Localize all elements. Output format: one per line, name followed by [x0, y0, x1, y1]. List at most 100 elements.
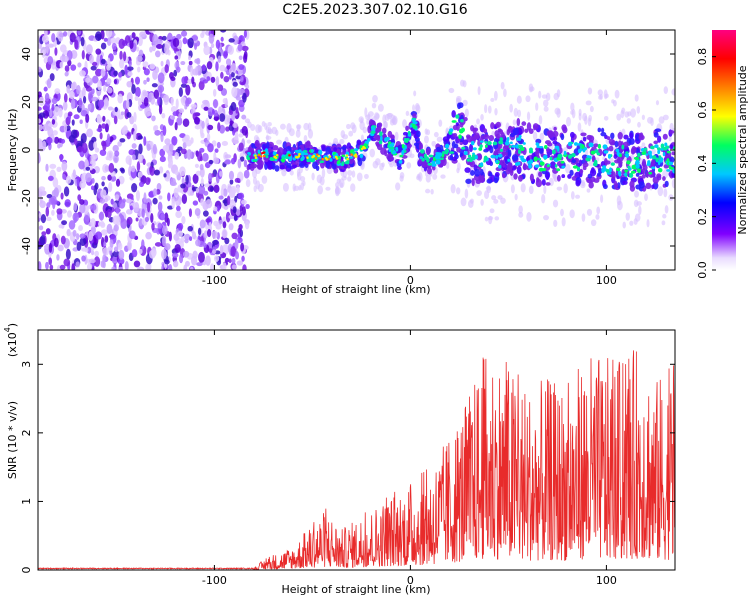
noise-blob — [147, 201, 151, 213]
noise-blob — [124, 64, 128, 76]
core-blob — [294, 149, 300, 153]
band-blob — [389, 134, 395, 139]
noise-blob — [137, 35, 143, 47]
noise-blob — [85, 166, 91, 171]
halo-blob — [360, 134, 364, 142]
band-blob — [589, 168, 597, 177]
noise-blob — [89, 165, 93, 171]
noise-blob — [234, 177, 241, 183]
band-blob — [635, 133, 640, 142]
core-blob — [647, 150, 653, 156]
noise-blob — [187, 225, 194, 232]
noise-blob — [155, 43, 163, 50]
core-blob — [538, 145, 544, 149]
core-blob — [644, 147, 648, 151]
band-blob — [389, 156, 395, 162]
noise-blob — [139, 31, 146, 38]
halo-blob — [630, 108, 637, 118]
noise-blob — [151, 222, 155, 231]
noise-blob — [67, 111, 73, 117]
halo-blob — [563, 147, 568, 153]
noise-blob — [138, 181, 144, 188]
core-blob — [487, 140, 492, 146]
band-blob — [274, 165, 280, 172]
noise-blob — [57, 143, 61, 149]
halo-blob — [438, 119, 443, 127]
noise-blob — [230, 157, 236, 165]
noise-blob — [175, 200, 180, 207]
halo-blob — [275, 129, 279, 136]
noise-blob — [99, 198, 106, 204]
halo-blob — [257, 125, 263, 133]
band-blob — [474, 168, 481, 177]
noise-blob — [228, 38, 235, 43]
noise-blob — [185, 84, 191, 96]
noise-blob — [60, 138, 66, 144]
halo-blob — [364, 107, 368, 118]
halo-blob — [516, 95, 522, 104]
core-blob — [517, 144, 524, 148]
noise-blob — [117, 242, 123, 251]
core-blob — [626, 160, 631, 165]
noise-blob — [196, 262, 203, 267]
band-blob — [639, 132, 644, 140]
noise-blob — [152, 197, 158, 205]
halo-blob — [369, 148, 376, 158]
noise-blob — [141, 239, 145, 251]
noise-blob — [72, 229, 77, 237]
noise-blob — [200, 198, 204, 206]
noise-blob — [94, 182, 99, 190]
core-blob — [497, 153, 503, 158]
halo-blob — [351, 170, 356, 178]
noise-blob — [240, 75, 244, 83]
snr-series-line — [38, 350, 675, 570]
noise-blob — [81, 255, 86, 262]
band-blob — [656, 173, 662, 178]
hot-blob — [262, 154, 266, 158]
noise-blob — [106, 133, 111, 144]
noise-blob — [107, 106, 114, 111]
band-blob — [635, 172, 640, 177]
noise-blob — [45, 206, 50, 217]
noise-blob — [203, 230, 208, 239]
noise-blob — [102, 254, 106, 264]
noise-blob — [220, 30, 227, 33]
noise-blob — [110, 198, 114, 205]
core-blob — [586, 155, 591, 159]
noise-blob — [88, 258, 96, 264]
noise-blob — [91, 96, 99, 102]
halo-blob — [553, 219, 558, 228]
noise-blob — [179, 166, 186, 177]
band-blob — [529, 173, 534, 182]
noise-blob — [175, 98, 179, 109]
hot-blob — [325, 158, 329, 161]
noise-blob — [176, 205, 181, 212]
core-blob — [389, 146, 395, 150]
noise-blob — [53, 187, 59, 198]
band-blob — [449, 154, 454, 161]
band-blob — [623, 141, 629, 148]
halo-blob — [541, 193, 546, 204]
halo-blob — [575, 194, 581, 199]
halo-blob — [358, 116, 364, 123]
noise-blob — [86, 263, 93, 270]
noise-blob — [145, 231, 152, 240]
core-blob — [539, 161, 545, 166]
halo-blob — [497, 195, 503, 200]
noise-blob — [77, 62, 82, 68]
noise-blob — [237, 158, 242, 169]
noise-blob — [54, 88, 61, 95]
core-blob — [310, 157, 315, 163]
noise-blob — [157, 201, 163, 212]
noise-blob — [118, 38, 125, 50]
noise-blob — [189, 236, 193, 242]
noise-blob — [114, 194, 120, 201]
band-blob — [613, 180, 618, 187]
noise-blob — [133, 130, 137, 141]
noise-blob — [243, 30, 247, 38]
noise-blob — [177, 230, 184, 237]
core-blob — [538, 167, 544, 172]
noise-blob — [137, 97, 142, 107]
halo-blob — [538, 115, 543, 125]
halo-blob — [245, 179, 251, 188]
